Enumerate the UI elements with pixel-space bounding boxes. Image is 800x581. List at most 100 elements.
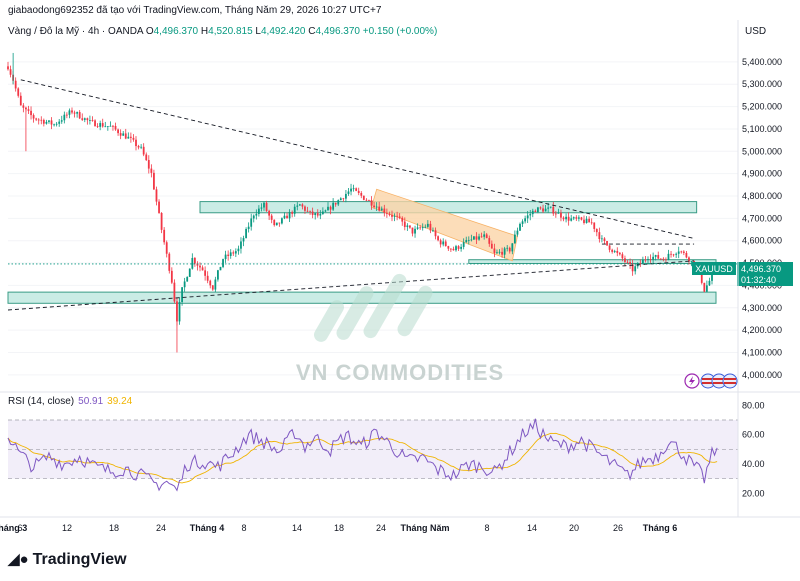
candle-body <box>106 126 109 128</box>
candle-body <box>306 210 309 212</box>
candle-body <box>252 215 255 219</box>
candle-body <box>544 208 547 212</box>
candle-body <box>567 216 570 221</box>
candle-body <box>281 218 283 224</box>
candle-body <box>560 212 562 218</box>
candle-body <box>91 120 94 121</box>
candle-body <box>575 217 578 219</box>
candle-body <box>199 265 201 268</box>
candle-body <box>19 95 22 106</box>
candle-body <box>71 110 73 113</box>
candle-body <box>140 146 143 148</box>
candle-body <box>483 234 486 237</box>
us-flag-icon[interactable] <box>722 373 738 389</box>
candle-body <box>160 212 163 230</box>
candle-body <box>153 172 155 190</box>
candle-body <box>478 236 480 240</box>
candle-body <box>209 280 212 286</box>
candle-body <box>539 207 542 209</box>
candle-body <box>48 120 50 122</box>
candle-body <box>475 236 478 240</box>
candle-body <box>65 114 68 116</box>
candle-body <box>557 212 560 214</box>
candle-body <box>524 218 527 222</box>
candle-body <box>534 210 537 213</box>
candle-body <box>516 230 519 235</box>
candle-body <box>611 249 614 252</box>
open-value: 4,496.370 <box>153 26 199 37</box>
candle-body <box>460 246 463 249</box>
candle-body <box>631 264 634 272</box>
price-tick-label: 4,100.000 <box>742 347 782 357</box>
price-tick-label: 4,700.000 <box>742 213 782 223</box>
candle-body <box>204 270 207 276</box>
candle-body <box>163 229 166 243</box>
time-tick-label: 18 <box>334 523 344 533</box>
candle-body <box>618 252 621 255</box>
candle-body <box>53 124 55 126</box>
candle-body <box>624 258 626 262</box>
candle-body <box>508 247 511 252</box>
candle-body <box>112 125 114 127</box>
time-tick-label: 8 <box>241 523 246 533</box>
candle-body <box>96 126 99 127</box>
rsi-pane <box>7 418 738 492</box>
candle-body <box>677 251 680 254</box>
candle-body <box>76 112 79 114</box>
time-tick-label: Tháng 3 <box>0 523 27 533</box>
price-tag-bg <box>737 262 793 286</box>
candle-body <box>393 215 396 217</box>
candle-body <box>409 225 411 228</box>
support-resistance-zone <box>468 259 717 265</box>
price-tick-label: 5,400.000 <box>742 57 782 67</box>
rsi-legend[interactable]: RSI (14, close) 50.91 39.24 <box>8 396 132 407</box>
price-tag: XAUUSD 4,496.370 01:32:40 <box>692 262 793 286</box>
candle-body <box>385 212 388 214</box>
candle-body <box>511 243 514 252</box>
candle-body <box>670 253 672 255</box>
candle-body <box>652 256 655 260</box>
candle-body <box>375 206 378 208</box>
candle-body <box>595 228 598 233</box>
candle-body <box>309 210 311 212</box>
candle-body <box>449 248 452 250</box>
candle-body <box>68 110 71 115</box>
candle-body <box>304 206 306 211</box>
candle-body <box>255 213 258 216</box>
brand-name: TradingView <box>32 551 127 568</box>
candle-body <box>708 280 711 286</box>
candle-body <box>234 251 237 254</box>
candle-body <box>562 217 565 220</box>
candle-body <box>396 215 399 217</box>
candle-body <box>570 218 573 221</box>
candle-body <box>690 261 693 262</box>
candle-body <box>78 112 81 119</box>
candle-body <box>55 123 58 125</box>
candle-body <box>682 251 685 253</box>
candle-body <box>667 253 670 260</box>
candle-body <box>590 222 593 224</box>
candle-body <box>196 263 199 266</box>
candle-body <box>480 236 483 238</box>
descending-channel <box>371 188 518 262</box>
candle-body <box>452 248 455 251</box>
candle-body <box>214 279 217 290</box>
candle-body <box>447 246 450 249</box>
symbol-name[interactable]: Vàng / Đô la Mỹ · 4h · OANDA <box>8 26 144 37</box>
candle-body <box>155 189 158 202</box>
candle-body <box>542 208 544 212</box>
candle-body <box>675 253 678 255</box>
candle-body <box>165 242 168 254</box>
time-tick-label: Tháng 4 <box>190 523 225 533</box>
candle-body <box>547 207 550 209</box>
candle-body <box>137 146 140 148</box>
candle-body <box>649 259 652 260</box>
candle-body <box>647 259 649 260</box>
candle-body <box>99 123 102 127</box>
candle-body <box>142 146 145 155</box>
candle-body <box>432 230 434 232</box>
tradingview-logo[interactable]: ◢● TradingView <box>8 550 127 569</box>
time-tick-label: 20 <box>569 523 579 533</box>
currency-label[interactable]: USD <box>745 26 767 37</box>
